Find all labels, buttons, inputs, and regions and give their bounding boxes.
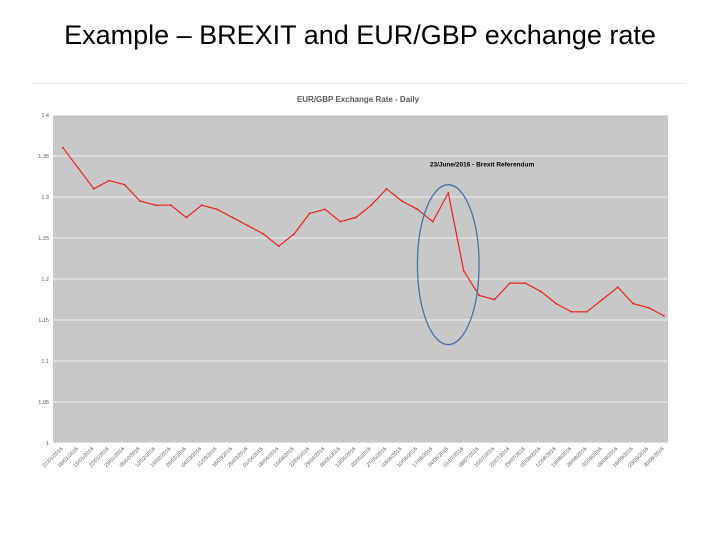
data-point — [247, 224, 249, 227]
data-point — [632, 302, 635, 305]
annotation-label: 23/June/2016 - Brexit Referendum — [430, 162, 535, 169]
data-point — [601, 298, 604, 301]
data-point — [293, 233, 296, 235]
data-point — [354, 216, 357, 219]
data-point — [123, 183, 126, 186]
data-point — [647, 306, 650, 309]
y-tick-label: 1.05 — [38, 400, 49, 406]
data-point — [277, 245, 280, 248]
data-point — [77, 167, 80, 170]
gridlines — [53, 114, 668, 444]
exchange-rate-chart: EUR/GBP Exchange Rate - Daily 1 1.05 1.1 1.… — [38, 95, 668, 469]
y-tick-label: 1.25 — [38, 236, 49, 242]
data-point — [231, 216, 234, 219]
data-point — [139, 200, 141, 202]
y-tick-label: 1.15 — [38, 318, 49, 324]
y-tick-label: 1 — [46, 441, 49, 447]
data-point — [169, 204, 172, 207]
data-point — [154, 204, 157, 207]
data-point — [108, 179, 111, 182]
data-point — [339, 220, 342, 223]
data-point — [493, 298, 496, 301]
data-point — [92, 187, 95, 190]
y-tick-label: 1.2 — [41, 277, 49, 283]
slide-title: Example – BREXIT and EUR/GBP exchange ra… — [64, 20, 656, 50]
data-point — [447, 192, 450, 194]
data-point — [416, 208, 419, 211]
y-tick-label: 1.4 — [41, 113, 49, 119]
chart-title: EUR/GBP Exchange Rate - Daily — [297, 95, 420, 104]
chart-frame: EUR/GBP Exchange Rate - Daily 1 1.05 1.1 1.… — [32, 83, 684, 491]
data-point — [431, 220, 434, 223]
data-point — [401, 200, 403, 202]
data-point — [185, 216, 188, 219]
data-point — [62, 146, 64, 149]
data-point — [385, 187, 388, 190]
series-eur-gbp — [62, 146, 665, 317]
data-point — [524, 282, 527, 284]
data-point — [308, 212, 311, 215]
highlight-ellipse — [416, 184, 480, 346]
data-point — [586, 310, 588, 313]
data-point — [216, 208, 219, 211]
y-tick-label: 1.1 — [41, 359, 49, 365]
data-point — [200, 204, 203, 207]
y-tick-label: 1.3 — [41, 195, 49, 201]
data-point — [570, 310, 573, 313]
data-point — [555, 302, 558, 305]
referendum-highlight — [416, 184, 480, 346]
y-tick-label: 1.35 — [38, 154, 49, 160]
x-axis-tick-labels: 01/01/201608/01/201615/01/201622/01/2016… — [42, 446, 666, 469]
data-point — [462, 269, 465, 272]
data-point — [508, 282, 511, 284]
data-point — [616, 286, 619, 289]
data-point — [478, 294, 480, 297]
data-point — [539, 290, 542, 293]
data-point — [370, 204, 373, 207]
data-point — [262, 233, 265, 235]
data-point — [324, 208, 326, 211]
data-point — [663, 315, 665, 317]
series-line — [62, 147, 665, 317]
y-axis-tick-labels: 1 1.05 1.1 1.15 1.2 1.25 1.3 1.35 1.4 — [38, 113, 49, 447]
